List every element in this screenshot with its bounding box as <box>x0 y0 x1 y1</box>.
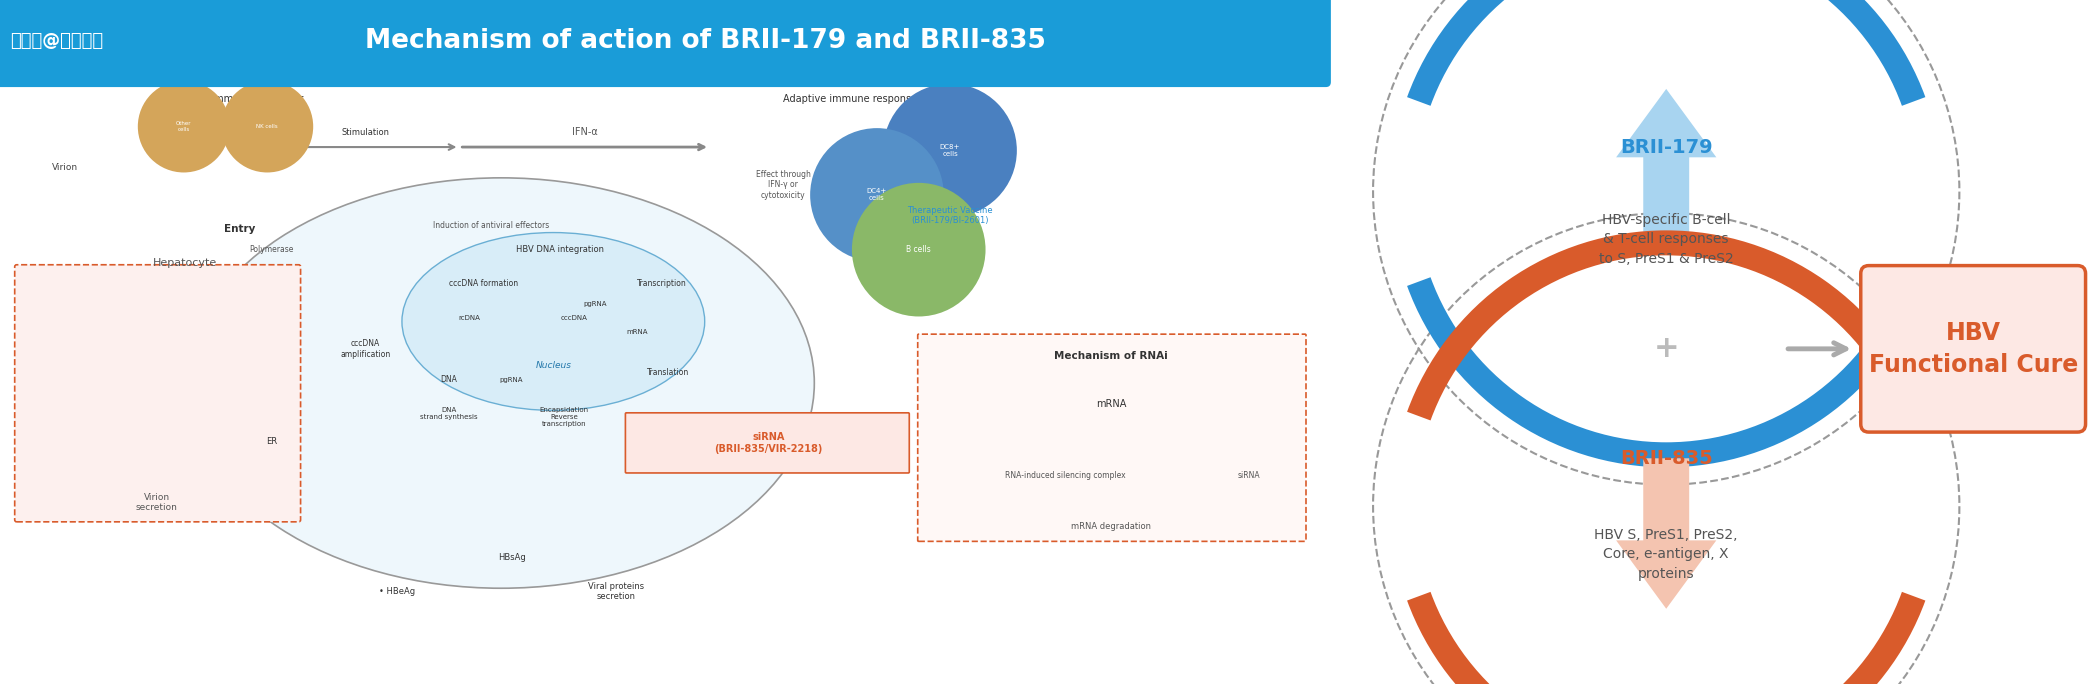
Text: HBsAg: HBsAg <box>497 553 526 562</box>
Circle shape <box>883 83 1017 218</box>
Text: siRNA
(BRII-835/VIR-2218): siRNA (BRII-835/VIR-2218) <box>714 432 823 454</box>
Text: HBV-specific B-cell
& T-cell responses
to S, PreS1 & PreS2: HBV-specific B-cell & T-cell responses t… <box>1599 213 1733 266</box>
Text: HBV
Functional Cure: HBV Functional Cure <box>1869 321 2078 377</box>
Text: Entry: Entry <box>223 224 257 234</box>
Text: Innate immune responses: Innate immune responses <box>177 94 305 104</box>
Text: cccDNA
amplification: cccDNA amplification <box>340 339 390 358</box>
FancyBboxPatch shape <box>1860 265 2086 432</box>
Text: pgRNA: pgRNA <box>583 302 608 307</box>
Circle shape <box>1395 235 1938 684</box>
FancyBboxPatch shape <box>15 265 301 522</box>
FancyBboxPatch shape <box>0 0 1330 87</box>
Text: ER: ER <box>265 436 278 446</box>
Text: Encapsidation
Reverse
transcription: Encapsidation Reverse transcription <box>539 407 589 428</box>
Text: Mechanism of action of BRII-179 and BRII-835: Mechanism of action of BRII-179 and BRII… <box>365 28 1046 54</box>
Text: DC4+
cells: DC4+ cells <box>867 188 887 202</box>
Text: +: + <box>1654 334 1679 363</box>
Text: IFN-α: IFN-α <box>572 127 597 137</box>
Text: Virion: Virion <box>52 163 79 172</box>
Circle shape <box>1395 0 1938 463</box>
Text: DNA: DNA <box>441 375 457 384</box>
Circle shape <box>852 183 986 317</box>
Text: Adaptive immune responses: Adaptive immune responses <box>783 94 923 104</box>
Text: DC8+
cells: DC8+ cells <box>940 144 960 157</box>
Text: DNA
strand synthesis: DNA strand synthesis <box>420 407 478 421</box>
FancyBboxPatch shape <box>626 413 908 473</box>
Text: BRII-835: BRII-835 <box>1620 449 1712 468</box>
Text: Virion
secretion: Virion secretion <box>136 493 177 512</box>
Text: Hepatocyte: Hepatocyte <box>152 259 217 268</box>
Text: Effect through
IFN-γ or
cytotoxicity: Effect through IFN-γ or cytotoxicity <box>756 170 810 200</box>
Text: 搜狐号@小番健康: 搜狐号@小番健康 <box>10 32 104 50</box>
Text: NK cells: NK cells <box>257 124 278 129</box>
Text: Induction of antiviral effectors: Induction of antiviral effectors <box>432 221 549 231</box>
Text: • HBeAg: • HBeAg <box>378 587 416 596</box>
FancyBboxPatch shape <box>0 82 1336 684</box>
Text: Stimulation: Stimulation <box>342 128 388 137</box>
Text: HBV S, PreS1, PreS2,
Core, e-antigen, X
proteins: HBV S, PreS1, PreS2, Core, e-antigen, X … <box>1595 527 1737 581</box>
Text: B cells: B cells <box>906 245 931 254</box>
Text: RNA-induced silencing complex: RNA-induced silencing complex <box>1004 471 1125 480</box>
Text: Translation: Translation <box>647 368 689 378</box>
Text: rcDNA: rcDNA <box>459 315 480 321</box>
Circle shape <box>221 81 313 172</box>
Text: mRNA: mRNA <box>626 329 647 334</box>
Text: siRNA: siRNA <box>1238 471 1259 480</box>
Ellipse shape <box>401 233 704 410</box>
Text: cccDNA formation: cccDNA formation <box>449 279 518 289</box>
FancyBboxPatch shape <box>919 334 1305 541</box>
Text: Transcription: Transcription <box>637 279 687 289</box>
Text: Polymerase: Polymerase <box>248 245 294 254</box>
Polygon shape <box>1616 89 1716 239</box>
Text: Therapeutic Vaccine
(BRII-179/BI-2601): Therapeutic Vaccine (BRII-179/BI-2601) <box>906 206 994 225</box>
Text: cccDNA: cccDNA <box>562 315 587 321</box>
Text: BRII-179: BRII-179 <box>1620 137 1712 157</box>
Text: Viral proteins
secretion: Viral proteins secretion <box>589 582 643 601</box>
Text: HBV DNA integration: HBV DNA integration <box>516 245 603 254</box>
Text: mRNA: mRNA <box>1096 399 1125 408</box>
Polygon shape <box>1616 458 1716 609</box>
Ellipse shape <box>188 178 814 588</box>
Text: Mechanism of RNAi: Mechanism of RNAi <box>1054 351 1167 360</box>
Circle shape <box>810 128 944 262</box>
Text: pgRNA: pgRNA <box>499 377 524 382</box>
Text: Nucleus: Nucleus <box>535 361 572 371</box>
Circle shape <box>138 81 230 172</box>
Text: mRNA degradation: mRNA degradation <box>1071 522 1150 531</box>
Text: Other
cells: Other cells <box>175 121 192 132</box>
Text: ER: ER <box>672 436 685 446</box>
